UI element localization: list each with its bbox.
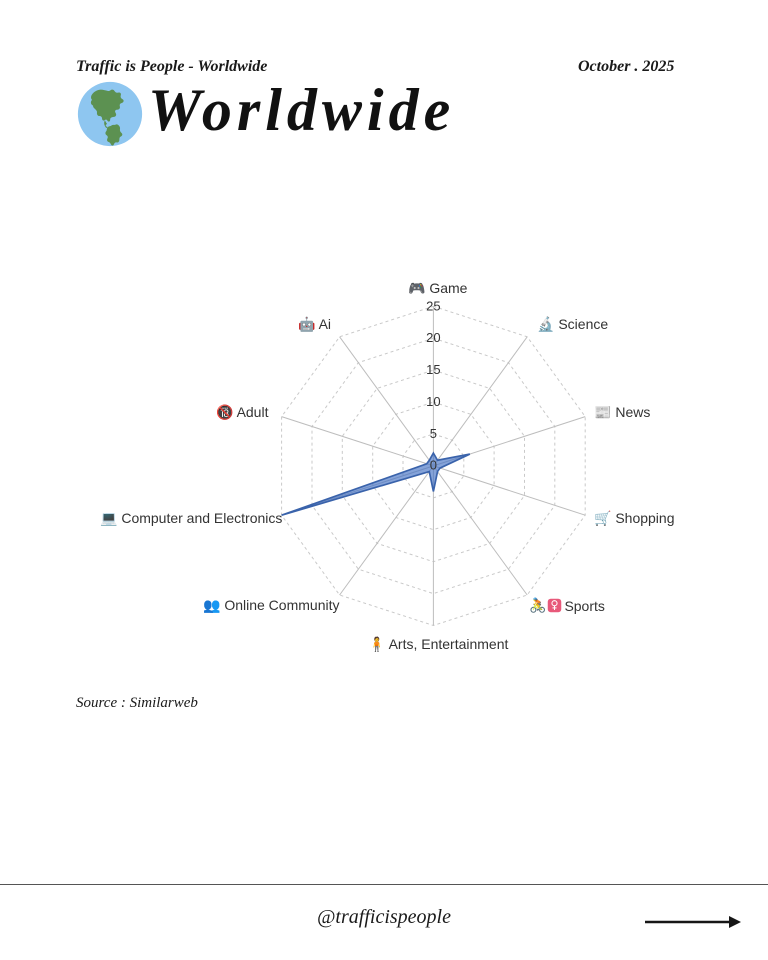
svg-text:5: 5 bbox=[430, 426, 437, 441]
svg-text:20: 20 bbox=[426, 330, 440, 345]
svg-text:25: 25 bbox=[426, 298, 440, 313]
svg-text:15: 15 bbox=[426, 362, 440, 377]
svg-text:0: 0 bbox=[430, 458, 437, 473]
svg-text:10: 10 bbox=[426, 394, 440, 409]
